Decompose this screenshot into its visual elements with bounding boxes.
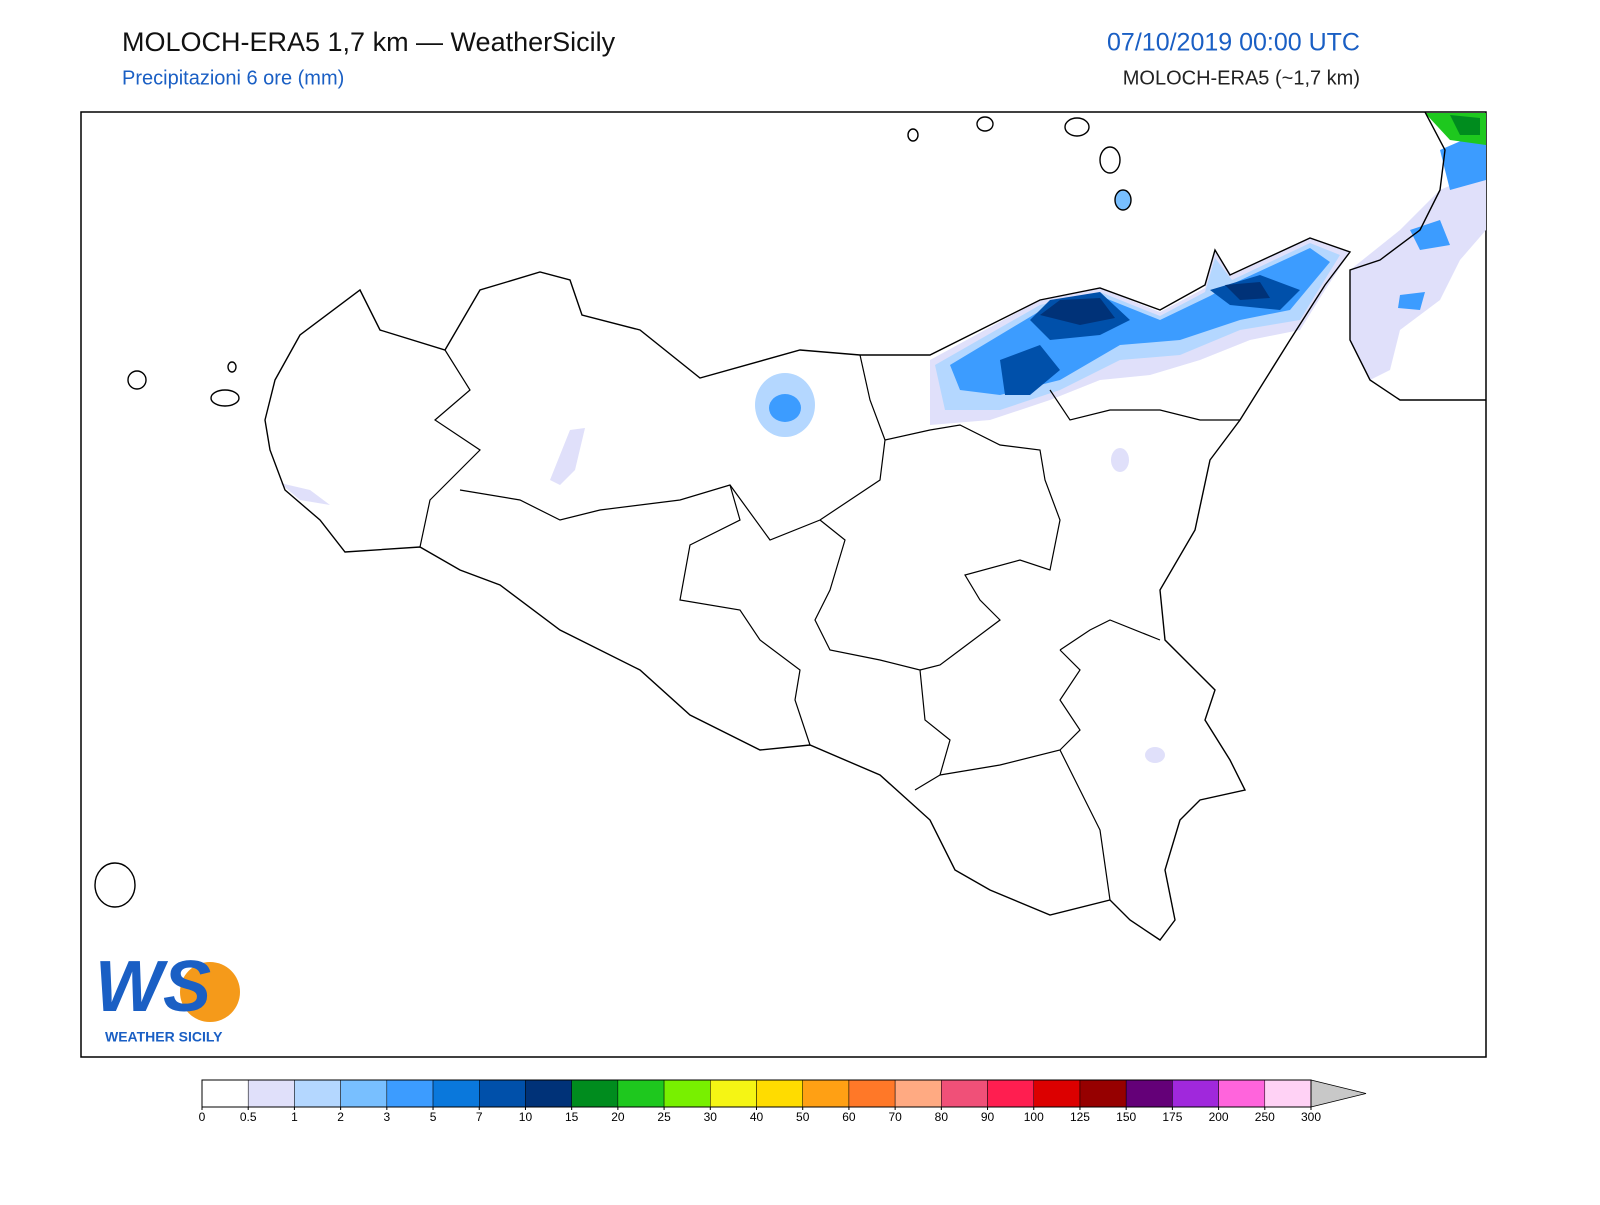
colorbar-swatch <box>1033 1079 1081 1108</box>
colorbar-tick-label: 30 <box>704 1110 718 1124</box>
colorbar-extension <box>1310 1079 1367 1108</box>
colorbar-tick-label: 250 <box>1255 1110 1275 1124</box>
colorbar-tick-label: 125 <box>1070 1110 1090 1124</box>
colorbar-tick-label: 0.5 <box>240 1110 257 1124</box>
colorbar: 0 0.5 1 2 3 5 7 10 15 20 25 30 40 50 60 70 80 90 100 125 150… <box>199 1079 1367 1124</box>
colorbar-swatch <box>201 1079 249 1108</box>
colorbar-swatch <box>663 1079 711 1108</box>
colorbar-swatch <box>1125 1079 1173 1108</box>
colorbar-tick-label: 200 <box>1209 1110 1229 1124</box>
colorbar-tick-label: 40 <box>750 1110 764 1124</box>
colorbar-swatch <box>941 1079 988 1108</box>
colorbar-swatch <box>432 1079 480 1108</box>
title: MOLOCH-ERA5 1,7 km — WeatherSicily <box>122 27 616 57</box>
colorbar-swatch <box>294 1079 341 1108</box>
colorbar-swatch <box>710 1079 757 1108</box>
colorbar-swatch <box>1218 1079 1266 1108</box>
colorbar-swatch <box>386 1079 434 1108</box>
colorbar-swatch <box>987 1079 1035 1108</box>
colorbar-swatch <box>1079 1079 1127 1108</box>
colorbar-swatch <box>617 1079 665 1108</box>
precipitation <box>280 113 1486 763</box>
colorbar-swatch <box>894 1079 942 1108</box>
map <box>80 111 1487 1058</box>
colorbar-tick-label: 1 <box>291 1110 298 1124</box>
colorbar-swatch <box>479 1079 526 1108</box>
colorbar-tick-label: 300 <box>1301 1110 1321 1124</box>
colorbar-tick-label: 10 <box>519 1110 533 1124</box>
colorbar-swatch <box>1264 1079 1312 1108</box>
colorbar-tick-label: 5 <box>430 1110 437 1124</box>
colorbar-tick-label: 60 <box>842 1110 856 1124</box>
logo: WS WEATHER SICILY <box>95 947 240 1045</box>
logo-caption: WEATHER SICILY <box>105 1029 223 1045</box>
colorbar-tick-label: 150 <box>1116 1110 1136 1124</box>
colorbar-tick-label: 90 <box>981 1110 995 1124</box>
colorbar-swatch <box>340 1079 388 1108</box>
colorbar-tick-label: 100 <box>1024 1110 1044 1124</box>
calabria-coast <box>1349 111 1486 401</box>
colorbar-tick-label: 20 <box>611 1110 625 1124</box>
date: 07/10/2019 00:00 UTC <box>1107 29 1360 57</box>
islands <box>94 116 1132 908</box>
colorbar-tick-label: 175 <box>1162 1110 1182 1124</box>
colorbar-tick-label: 15 <box>565 1110 579 1124</box>
colorbar-tick-label: 3 <box>383 1110 390 1124</box>
colorbar-swatch <box>848 1079 896 1108</box>
colorbar-tick-label: 25 <box>657 1110 671 1124</box>
colorbar-swatch <box>571 1079 619 1108</box>
colorbar-tick-label: 7 <box>476 1110 483 1124</box>
province-borders <box>419 349 1240 901</box>
colorbar-tick-label: 50 <box>796 1110 810 1124</box>
colorbar-tick-label: 2 <box>337 1110 344 1124</box>
colorbar-swatch <box>756 1079 803 1108</box>
subtitle: Precipitazioni 6 ore (mm) <box>122 67 344 89</box>
model: MOLOCH-ERA5 (~1,7 km) <box>1123 67 1360 89</box>
colorbar-tick-label: 80 <box>935 1110 949 1124</box>
colorbar-swatch <box>802 1079 850 1108</box>
logo-text: WS <box>95 947 211 1027</box>
colorbar-swatch <box>525 1079 572 1108</box>
coastline <box>264 237 1352 941</box>
colorbar-swatch <box>247 1079 295 1108</box>
colorbar-tick-label: 70 <box>888 1110 902 1124</box>
colorbar-tick-label: 0 <box>199 1110 206 1124</box>
colorbar-swatch <box>1172 1079 1219 1108</box>
